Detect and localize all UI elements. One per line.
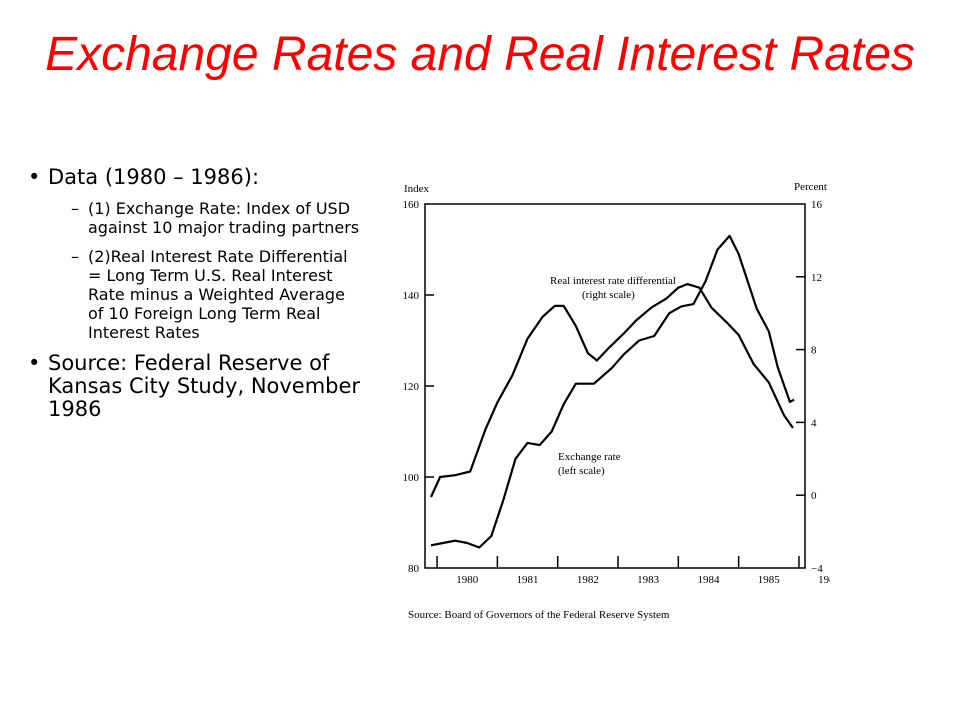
x-tick-label: 1980 xyxy=(456,574,479,586)
left-axis-ticks: 160 140 120 100 80 xyxy=(403,199,434,575)
x-tick-label: 1982 xyxy=(577,574,599,586)
left-tick-label: 120 xyxy=(403,381,420,393)
label-real-interest-rate-differential: Real interest rate differential xyxy=(550,275,676,287)
sub-bullet-exchange-rate: – (1) Exchange Rate: Index of USD agains… xyxy=(28,199,363,237)
right-tick-label: 4 xyxy=(811,417,817,429)
right-tick-label: −4 xyxy=(811,563,823,575)
right-tick-label: 12 xyxy=(811,272,822,284)
right-axis-title: Percent xyxy=(794,181,827,193)
left-tick-label: 140 xyxy=(403,290,420,302)
x-tick-label: 1984 xyxy=(697,574,720,586)
right-tick-label: 0 xyxy=(811,490,817,502)
bullet-source: Source: Federal Reserve of Kansas City S… xyxy=(28,352,363,421)
x-axis-ticks: 1980 1981 1982 1983 1984 1985 1986 xyxy=(436,556,830,586)
x-tick-label: 1986 xyxy=(818,574,830,586)
right-tick-label: 8 xyxy=(811,345,817,357)
exchange-rate-chart: Index Percent 160 140 120 100 80 16 12 8 4 0 −4 1… xyxy=(403,181,831,621)
bullet-list: Data (1980 – 1986): – (1) Exchange Rate:… xyxy=(28,166,363,431)
sub-bullet-real-interest-rate-text: (2)Real Interest Rate Differential = Lon… xyxy=(88,247,348,342)
series-line-exchange-rate xyxy=(430,234,795,549)
bullet-data-heading: Data (1980 – 1986): xyxy=(28,166,363,190)
right-tick-label: 16 xyxy=(811,199,823,211)
x-tick-label: 1985 xyxy=(758,574,781,586)
left-axis-title: Index xyxy=(404,183,430,195)
x-tick-label: 1981 xyxy=(517,574,539,586)
left-tick-label: 160 xyxy=(403,199,420,211)
dash-marker: – xyxy=(71,199,79,218)
sub-bullet-exchange-rate-text: (1) Exchange Rate: Index of USD against … xyxy=(88,199,360,237)
plot-frame xyxy=(424,203,806,569)
left-tick-label: 80 xyxy=(408,563,420,575)
label-exchange-rate: Exchange rate xyxy=(558,451,621,463)
right-axis-ticks: 16 12 8 4 0 −4 xyxy=(796,199,823,575)
slide-title: Exchange Rates and Real Interest Rates xyxy=(45,28,915,81)
x-tick-label: 1983 xyxy=(637,574,660,586)
series-line-real-interest-rate-differential xyxy=(429,283,794,498)
label-real-interest-rate-scale: (right scale) xyxy=(582,289,635,301)
sub-bullet-real-interest-rate: – (2)Real Interest Rate Differential = L… xyxy=(28,247,363,342)
dash-marker: – xyxy=(71,247,79,266)
left-tick-label: 100 xyxy=(403,472,420,484)
source-note: Source: Board of Governors of the Federa… xyxy=(408,609,670,621)
label-exchange-rate-scale: (left scale) xyxy=(558,465,605,477)
